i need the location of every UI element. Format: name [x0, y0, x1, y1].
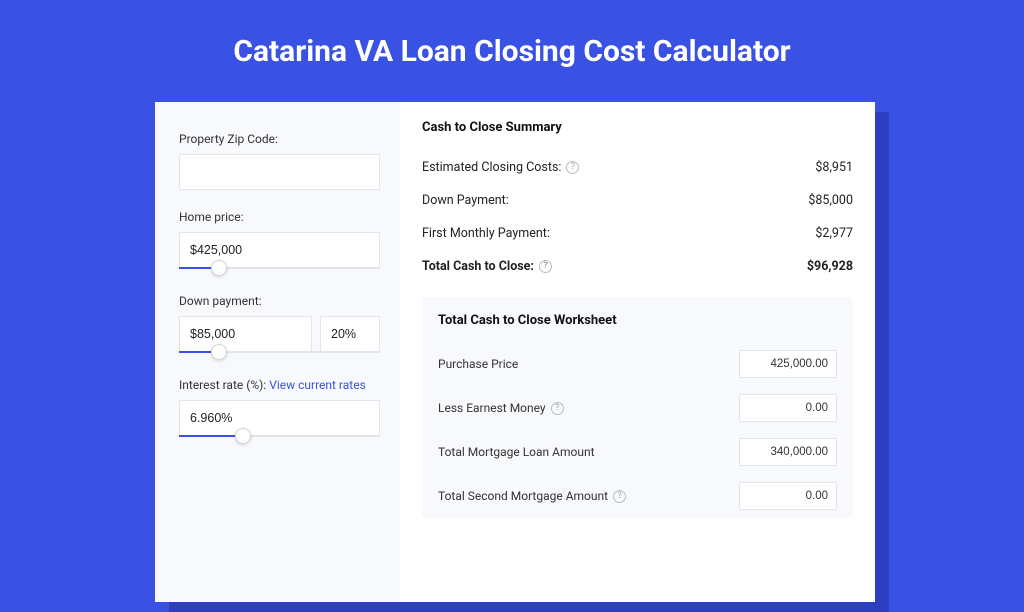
down-payment-slider-thumb[interactable] — [211, 344, 227, 360]
home-price-slider-thumb[interactable] — [211, 260, 227, 276]
summary-label-text: Total Cash to Close: — [422, 259, 534, 274]
summary-row-label: Total Cash to Close:? — [422, 259, 552, 274]
calculator-panel: Property Zip Code: Home price: Down paym… — [155, 102, 875, 602]
worksheet-row-label: Less Earnest Money? — [438, 401, 564, 415]
help-icon[interactable]: ? — [539, 260, 552, 273]
summary-row: Total Cash to Close:? $96,928 — [422, 250, 853, 283]
summary-title: Cash to Close Summary — [422, 120, 853, 135]
worksheet-label-text: Total Mortgage Loan Amount — [438, 445, 595, 459]
summary-row-label: Estimated Closing Costs:? — [422, 160, 579, 175]
summary-row: Estimated Closing Costs:? $8,951 — [422, 151, 853, 184]
summary-list: Estimated Closing Costs:? $8,951 Down Paym… — [422, 151, 853, 283]
down-payment-row — [179, 316, 380, 352]
help-icon[interactable]: ? — [566, 161, 579, 174]
help-icon[interactable]: ? — [613, 490, 626, 503]
worksheet-value-input[interactable] — [739, 394, 837, 422]
summary-row-label: First Monthly Payment: — [422, 226, 550, 241]
worksheet-row: Purchase Price — [438, 342, 837, 386]
zip-label: Property Zip Code: — [179, 132, 380, 146]
worksheet-panel: Total Cash to Close Worksheet Purchase P… — [422, 297, 853, 518]
worksheet-value-input[interactable] — [739, 350, 837, 378]
summary-row-value: $2,977 — [815, 226, 853, 241]
down-payment-label: Down payment: — [179, 294, 380, 308]
summary-row: Down Payment: $85,000 — [422, 184, 853, 217]
field-zip: Property Zip Code: — [179, 132, 380, 190]
worksheet-row-label: Purchase Price — [438, 357, 518, 371]
page-title: Catarina VA Loan Closing Cost Calculator — [0, 0, 1024, 97]
summary-row-label: Down Payment: — [422, 193, 509, 208]
field-down-payment: Down payment: — [179, 294, 380, 352]
summary-row-value: $8,951 — [815, 160, 853, 175]
view-rates-link[interactable]: View current rates — [269, 378, 366, 392]
worksheet-row-label: Total Mortgage Loan Amount — [438, 445, 595, 459]
field-home-price: Home price: — [179, 210, 380, 268]
interest-slider-thumb[interactable] — [235, 428, 251, 444]
summary-label-text: Down Payment: — [422, 193, 509, 208]
worksheet-list: Purchase Price Less Earnest Money? Total M… — [438, 342, 837, 518]
summary-label-text: First Monthly Payment: — [422, 226, 550, 241]
down-payment-pct-input[interactable] — [320, 316, 380, 352]
interest-label-text: Interest rate (%): — [179, 378, 269, 392]
interest-slider-fill — [179, 435, 243, 437]
interest-label: Interest rate (%): View current rates — [179, 378, 380, 392]
interest-input[interactable] — [179, 400, 380, 436]
worksheet-row: Total Mortgage Loan Amount — [438, 430, 837, 474]
inputs-column: Property Zip Code: Home price: Down paym… — [155, 102, 400, 602]
worksheet-value-input[interactable] — [739, 482, 837, 510]
worksheet-row-label: Total Second Mortgage Amount? — [438, 489, 626, 503]
down-payment-input[interactable] — [179, 316, 312, 352]
worksheet-label-text: Less Earnest Money — [438, 401, 546, 415]
home-price-input[interactable] — [179, 232, 380, 268]
field-interest-rate: Interest rate (%): View current rates — [179, 378, 380, 436]
summary-row-value: $85,000 — [808, 193, 853, 208]
worksheet-label-text: Purchase Price — [438, 357, 518, 371]
worksheet-title: Total Cash to Close Worksheet — [438, 313, 837, 328]
results-column: Cash to Close Summary Estimated Closing … — [400, 102, 875, 602]
worksheet-row: Total Second Mortgage Amount? — [438, 474, 837, 518]
worksheet-value-input[interactable] — [739, 438, 837, 466]
help-icon[interactable]: ? — [551, 402, 564, 415]
home-price-label: Home price: — [179, 210, 380, 224]
summary-row-value: $96,928 — [807, 259, 853, 274]
zip-input[interactable] — [179, 154, 380, 190]
summary-label-text: Estimated Closing Costs: — [422, 160, 561, 175]
worksheet-row: Less Earnest Money? — [438, 386, 837, 430]
worksheet-label-text: Total Second Mortgage Amount — [438, 489, 608, 503]
summary-row: First Monthly Payment: $2,977 — [422, 217, 853, 250]
